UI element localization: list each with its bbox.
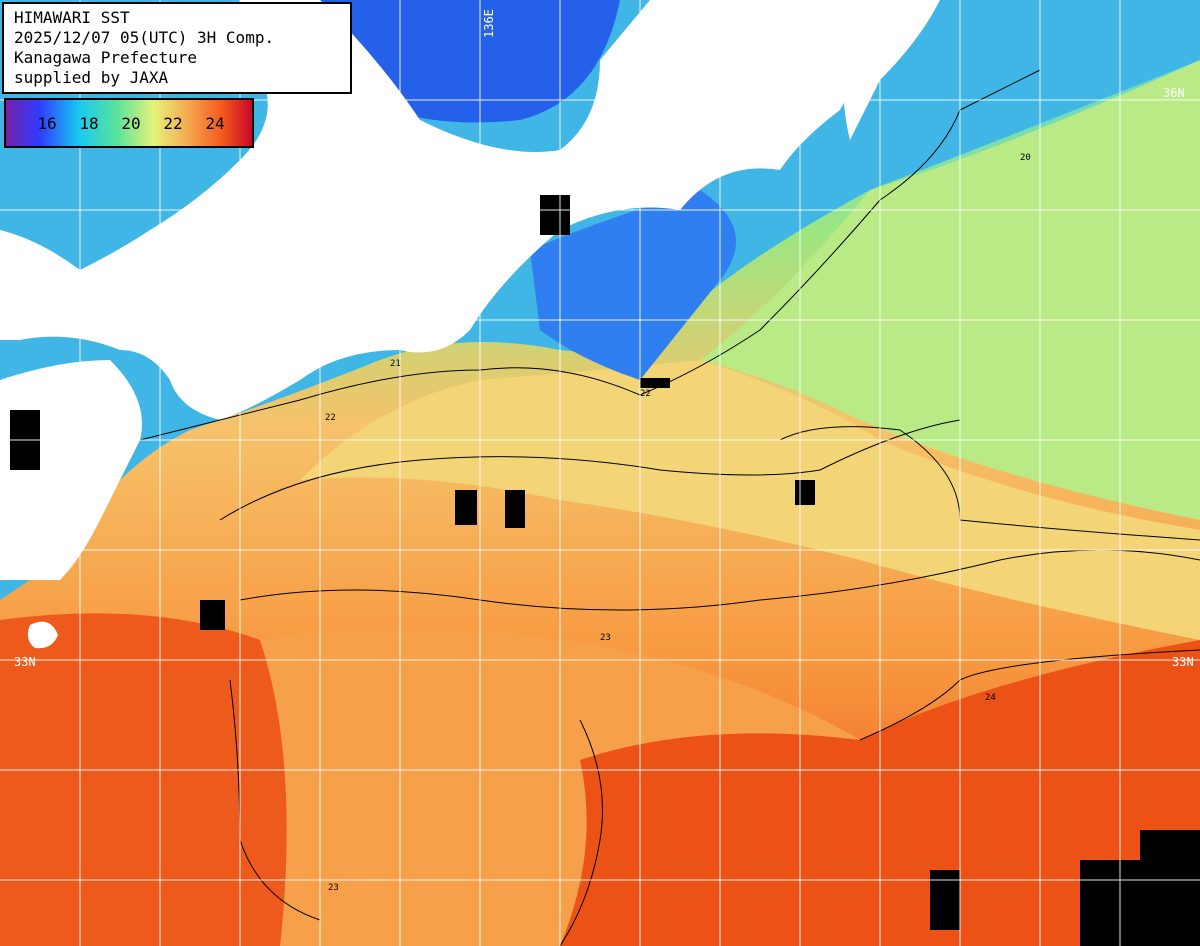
no-data-patch	[1140, 830, 1200, 860]
no-data-patch	[640, 378, 670, 388]
hot-water-south	[0, 613, 287, 946]
observation-time: 2025/12/07 05(UTC) 3H Comp.	[14, 28, 275, 47]
legend-label-20: 20	[121, 113, 141, 133]
land-island-small	[27, 621, 58, 649]
lat-label: 33N	[14, 655, 36, 669]
no-data-patch	[795, 480, 815, 505]
contour-label: 23	[328, 883, 339, 893]
green-band	[700, 60, 1200, 520]
product-title: HIMAWARI SST	[14, 8, 130, 27]
blue-bay	[530, 190, 736, 380]
contour-label: 20	[1020, 153, 1031, 163]
contour-label: 23	[600, 633, 611, 643]
no-data-patch	[540, 195, 570, 235]
land-peninsula-east	[843, 0, 940, 140]
contour-label: 24	[985, 693, 996, 703]
contour-label: 22	[640, 389, 651, 399]
legend-label-22: 22	[163, 113, 183, 133]
lat-label: 36N	[1163, 86, 1185, 100]
data-source: supplied by JAXA	[14, 68, 169, 87]
legend-color-bar	[4, 98, 254, 148]
no-data-patch	[455, 490, 477, 525]
legend-label-24: 24	[205, 113, 225, 133]
yellow-band	[300, 360, 1200, 640]
no-data-patch	[505, 490, 525, 528]
info-box: HIMAWARI SST 2025/12/07 05(UTC) 3H Comp.…	[2, 2, 352, 94]
legend-label-18: 18	[79, 113, 99, 133]
contour-value-labels: 21 22 23 20 24 22 23	[325, 153, 1031, 893]
contour-label: 21	[390, 359, 401, 369]
temperature-legend: 16 18 20 22 24	[4, 98, 254, 148]
legend-label-16: 16	[37, 113, 57, 133]
no-data-patch	[930, 870, 960, 930]
no-data-patch	[1080, 860, 1200, 946]
no-data-patch	[200, 600, 225, 630]
land-island-mid	[478, 156, 500, 191]
lat-label: 33N	[1172, 655, 1194, 669]
lon-label: 136E	[482, 9, 496, 38]
lat-label: 35N	[6, 375, 28, 389]
contour-label: 22	[325, 413, 336, 423]
publisher: Kanagawa Prefecture	[14, 48, 198, 67]
